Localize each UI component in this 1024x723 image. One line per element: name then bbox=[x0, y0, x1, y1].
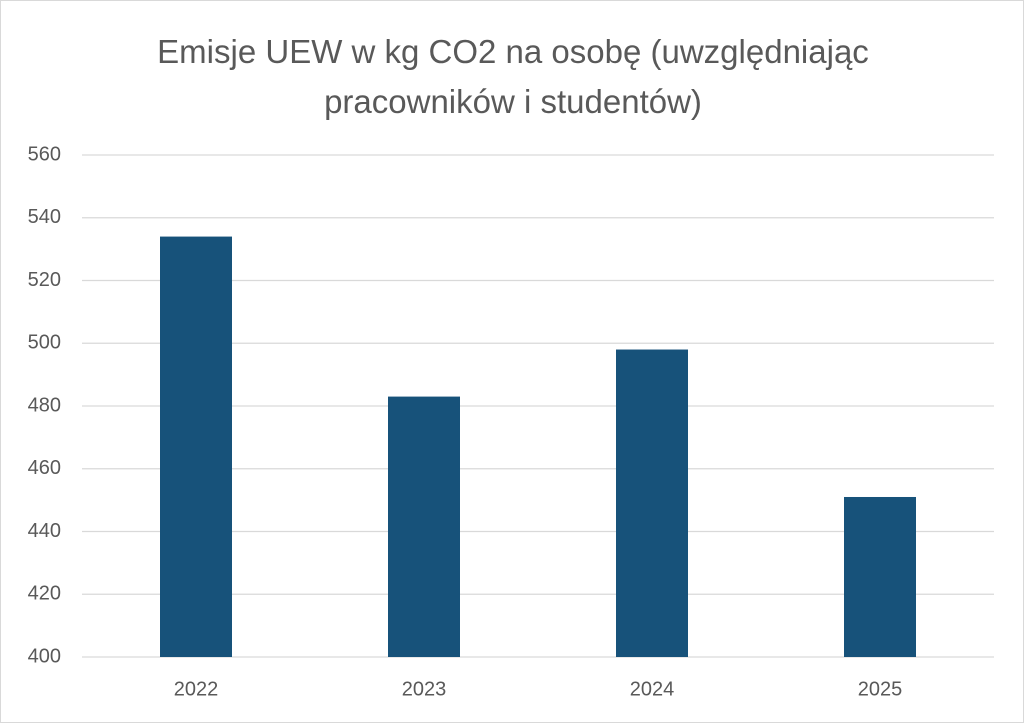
x-tick-label: 2022 bbox=[174, 678, 219, 700]
y-tick-label: 440 bbox=[28, 520, 61, 542]
bar bbox=[844, 496, 916, 657]
y-tick-label: 560 bbox=[28, 143, 61, 165]
y-tick-label: 480 bbox=[28, 394, 61, 416]
x-tick-label: 2023 bbox=[402, 678, 447, 700]
y-tick-label: 540 bbox=[28, 206, 61, 228]
y-tick-label: 460 bbox=[28, 457, 61, 479]
bar bbox=[388, 396, 460, 657]
y-tick-label: 400 bbox=[28, 645, 61, 667]
x-tick-label: 2025 bbox=[858, 678, 903, 700]
chart-title: Emisje UEW w kg CO2 na osobę (uwzględnia… bbox=[157, 33, 869, 120]
y-tick-label: 500 bbox=[28, 332, 61, 354]
x-tick-label: 2024 bbox=[630, 678, 675, 700]
y-tick-label: 520 bbox=[28, 269, 61, 291]
y-tick-label: 420 bbox=[28, 583, 61, 605]
bar bbox=[616, 349, 688, 657]
bar bbox=[160, 236, 232, 657]
